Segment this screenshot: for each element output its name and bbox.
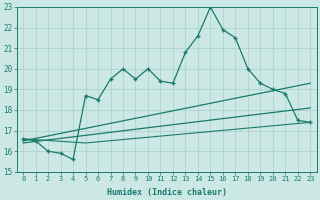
X-axis label: Humidex (Indice chaleur): Humidex (Indice chaleur) [107, 188, 227, 197]
